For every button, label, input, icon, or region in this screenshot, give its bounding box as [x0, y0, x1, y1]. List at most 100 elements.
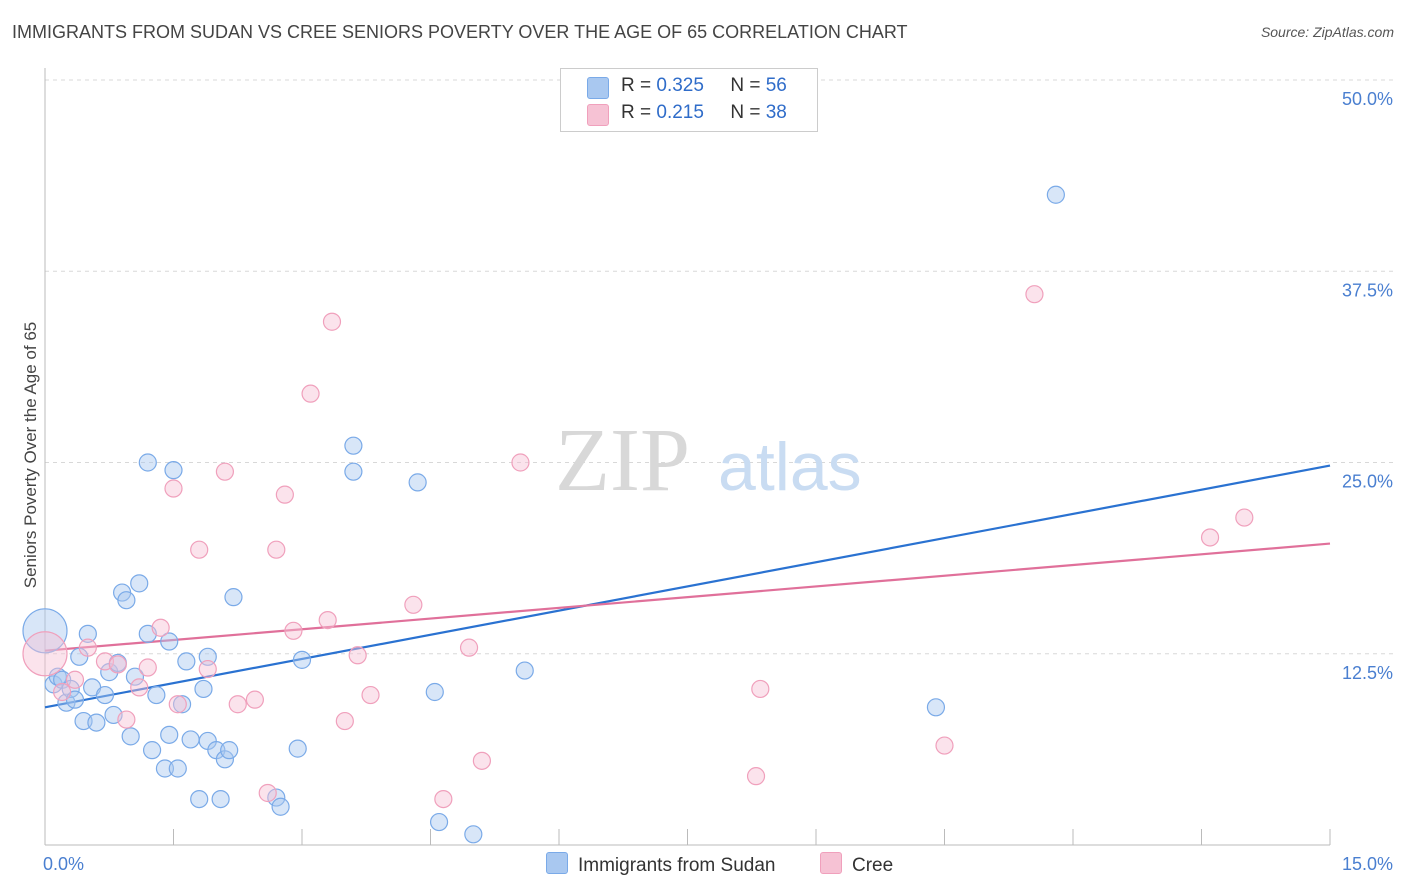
point-sudan [125, 667, 145, 686]
point-sudan [926, 698, 946, 717]
trend-lines [44, 464, 1331, 709]
point-sudan [288, 739, 307, 758]
legend-n-value: 38 [765, 102, 787, 123]
chart-title: IMMIGRANTS FROM SUDAN VS CREE SENIORS PO… [12, 22, 908, 42]
y-tick-label: 25.0% [1342, 472, 1393, 492]
point-sudan [160, 725, 179, 744]
point-cree [751, 679, 770, 699]
point-cree [78, 638, 97, 657]
point-sudan [271, 797, 290, 816]
point-cree [22, 631, 68, 677]
point-sudan [215, 750, 234, 769]
point-cree [935, 736, 954, 755]
legend-n-value: 56 [765, 75, 787, 96]
bottom-legend-sudan: Immigrants from Sudan [546, 852, 775, 877]
point-sudan [220, 741, 239, 760]
point-cree [168, 695, 187, 714]
point-cree [301, 384, 320, 403]
point-cree [198, 659, 217, 679]
point-sudan [160, 632, 179, 651]
point-sudan [1046, 185, 1065, 204]
legend-swatch-cree [587, 104, 609, 126]
point-cree [404, 595, 423, 614]
point-sudan [95, 685, 115, 705]
point-sudan [177, 652, 196, 671]
point-cree [318, 610, 337, 630]
bottom-legend-swatch-cree [820, 852, 842, 874]
y-tick-label: 50.0% [1342, 89, 1393, 109]
legend-r-value: 0.215 [656, 102, 704, 123]
point-cree [267, 540, 286, 559]
point-sudan [344, 462, 363, 481]
point-sudan [147, 685, 166, 705]
point-sudan [515, 661, 534, 680]
point-sudan [425, 682, 444, 702]
x-tick-label-min: 0.0% [43, 854, 84, 874]
legend-r-label: R = [621, 102, 652, 123]
point-sudan [292, 650, 312, 669]
point-cree [459, 638, 479, 657]
point-cree [258, 783, 277, 803]
point-sudan [408, 473, 427, 492]
point-sudan [211, 789, 230, 809]
point-cree [434, 789, 453, 809]
point-sudan [429, 812, 449, 832]
trend-line-sudan [44, 464, 1331, 709]
point-cree [1025, 285, 1044, 304]
point-cree [1200, 528, 1220, 547]
point-sudan [117, 591, 136, 610]
point-cree [275, 485, 294, 504]
point-cree [361, 685, 380, 705]
point-cree [322, 312, 342, 331]
point-sudan [224, 588, 243, 607]
data-points [22, 185, 1254, 844]
point-cree [284, 621, 303, 640]
legend: R = 0.325 N = 56 R = 0.215 N = 38 [560, 68, 818, 132]
point-cree [53, 682, 72, 702]
point-cree [245, 690, 264, 709]
point-cree [228, 695, 247, 714]
tick-labels: 12.5% 25.0% 37.5% 50.0% 0.0% 15.0% [43, 89, 1393, 874]
watermark-zip: ZIP [555, 411, 690, 510]
point-cree [151, 618, 170, 637]
legend-n-label: N = [730, 102, 761, 123]
point-sudan [194, 679, 213, 699]
chart-source: Source: ZipAtlas.com [1260, 24, 1394, 40]
x-tick-label-max: 15.0% [1342, 854, 1393, 874]
point-sudan [168, 759, 187, 778]
point-sudan [190, 789, 209, 809]
y-tick-label: 37.5% [1342, 280, 1393, 300]
bottom-legend-label-cree: Cree [852, 855, 894, 876]
bottom-legend-swatch-sudan [546, 852, 568, 874]
point-sudan [344, 436, 363, 455]
watermark-atlas: atlas [718, 429, 862, 505]
gridlines [45, 79, 1395, 655]
point-cree [138, 658, 157, 677]
point-sudan [164, 461, 183, 480]
point-cree [117, 710, 136, 729]
point-sudan [142, 741, 162, 760]
point-cree [746, 767, 766, 786]
point-cree [164, 479, 183, 498]
point-cree [348, 646, 367, 665]
point-cree [1235, 508, 1254, 527]
point-sudan [464, 825, 483, 844]
point-sudan [78, 624, 97, 643]
trend-line-cree [44, 542, 1331, 652]
point-sudan [22, 608, 68, 654]
point-cree [511, 453, 530, 472]
point-sudan [172, 695, 192, 714]
point-sudan [138, 453, 157, 472]
legend-r-value: 0.325 [656, 75, 704, 96]
legend-r-label: R = [621, 75, 652, 96]
point-sudan [181, 730, 200, 749]
y-tick-label: 12.5% [1342, 663, 1393, 683]
point-cree [65, 670, 85, 689]
point-sudan [121, 727, 140, 746]
point-sudan [267, 788, 286, 807]
bottom-legend-cree: Cree [820, 852, 893, 877]
point-cree [130, 678, 149, 697]
legend-n-label: N = [730, 75, 761, 96]
point-cree [335, 711, 354, 731]
